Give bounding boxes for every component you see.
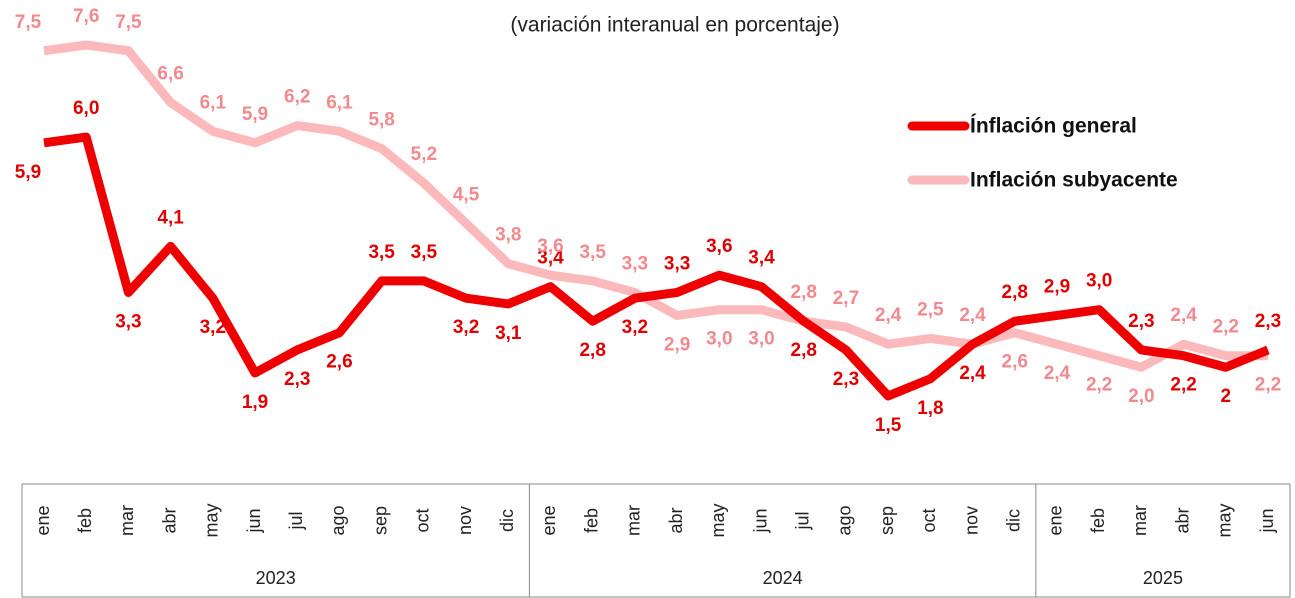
- data-label: 6,1: [200, 92, 227, 113]
- data-label: 2,7: [833, 288, 859, 309]
- data-label: 3,4: [748, 248, 775, 269]
- group-label: 2023: [256, 568, 296, 588]
- data-label: 6,6: [157, 64, 183, 85]
- data-label: 6,2: [284, 87, 310, 108]
- data-label: 2,2: [1255, 375, 1281, 396]
- data-label: 2,3: [1255, 311, 1281, 332]
- x-tick-label: ene: [33, 505, 53, 535]
- data-label: 3,0: [706, 329, 732, 350]
- x-tick-label: feb: [75, 508, 95, 533]
- data-label: 3,6: [706, 236, 732, 257]
- data-label: 3,2: [622, 317, 648, 338]
- data-label: 5,2: [411, 144, 437, 165]
- data-label: 3,4: [537, 248, 564, 269]
- data-label: 2,6: [1002, 352, 1028, 373]
- data-label: 3,0: [1086, 271, 1112, 292]
- data-label: 2,8: [791, 340, 817, 361]
- data-label: 2,9: [664, 334, 690, 355]
- data-label: 2,3: [833, 369, 859, 390]
- data-label: 3,0: [748, 329, 774, 350]
- x-tick-label: oct: [413, 508, 433, 532]
- x-tick-label: sep: [370, 506, 390, 535]
- x-tick-label: mar: [624, 505, 644, 536]
- x-tick-label: jun: [750, 508, 770, 533]
- data-label: 2,8: [1002, 282, 1028, 303]
- x-tick-label: nov: [455, 506, 475, 535]
- data-label: 3,5: [368, 242, 395, 263]
- data-label: 5,8: [368, 110, 394, 131]
- legend-label: Ínflación general: [970, 115, 1137, 138]
- x-tick-label: jul: [792, 511, 812, 530]
- data-label: 2,2: [1213, 317, 1239, 338]
- chart-subtitle: (variación interanual en porcentaje): [510, 14, 839, 37]
- data-label: 2,0: [1128, 386, 1154, 407]
- data-label: 7,6: [73, 6, 99, 27]
- group-label: 2024: [763, 568, 803, 588]
- data-label: 6,0: [73, 98, 99, 119]
- x-tick-label: jun: [1257, 508, 1277, 533]
- x-tick-label: ago: [835, 505, 855, 535]
- x-tick-label: oct: [919, 508, 939, 532]
- data-label: 1,9: [242, 392, 268, 413]
- data-label: 3,1: [495, 323, 522, 344]
- x-tick-label: may: [202, 503, 222, 537]
- x-tick-label: dic: [497, 509, 517, 532]
- data-label: 2,2: [1170, 375, 1196, 396]
- data-label: 1,5: [875, 415, 902, 436]
- x-tick-label: feb: [581, 508, 601, 533]
- data-label: 2,4: [875, 305, 902, 326]
- series-line: [43, 132, 1270, 401]
- data-label: 2,8: [791, 282, 817, 303]
- data-label: 3,5: [411, 242, 438, 263]
- data-label: 2,6: [326, 352, 352, 373]
- x-tick-label: ago: [328, 505, 348, 535]
- x-tick-label: feb: [1088, 508, 1108, 533]
- x-tick-label: sep: [877, 506, 897, 535]
- data-label: 2,4: [1044, 363, 1071, 384]
- data-label: 2,3: [1128, 311, 1154, 332]
- x-tick-label: ene: [1046, 505, 1066, 535]
- data-label: 3,2: [200, 317, 226, 338]
- data-label: 2: [1221, 386, 1232, 407]
- data-label: 2,4: [959, 363, 986, 384]
- data-label: 3,3: [622, 253, 648, 274]
- x-tick-label: abr: [1172, 507, 1192, 533]
- group-label: 2025: [1143, 568, 1183, 588]
- x-tick-label: may: [708, 503, 728, 537]
- x-tick-label: may: [1215, 503, 1235, 537]
- data-label: 5,9: [15, 162, 41, 183]
- x-tick-label: abr: [666, 507, 686, 533]
- x-tick-label: jul: [286, 511, 306, 530]
- x-tick-label: mar: [1130, 505, 1150, 536]
- data-label: 2,4: [1170, 305, 1197, 326]
- data-label: 4,5: [453, 184, 480, 205]
- data-label: 6,1: [326, 92, 353, 113]
- data-label: 5,9: [242, 104, 268, 125]
- x-tick-label: dic: [1004, 509, 1024, 532]
- data-label: 3,5: [579, 242, 606, 263]
- data-label: 2,5: [917, 299, 944, 320]
- data-label: 3,3: [115, 311, 141, 332]
- x-tick-label: jun: [244, 508, 264, 533]
- data-label: 3,8: [495, 225, 521, 246]
- series-line: [43, 40, 1268, 372]
- data-label: 2,8: [579, 340, 605, 361]
- x-tick-label: abr: [159, 507, 179, 533]
- data-label: 3,2: [453, 317, 479, 338]
- data-label: 7,5: [15, 12, 42, 33]
- data-label: 2,9: [1044, 276, 1070, 297]
- data-label: 7,5: [115, 12, 142, 33]
- x-tick-label: ene: [539, 505, 559, 535]
- data-label: 2,2: [1086, 375, 1112, 396]
- data-label: 1,8: [917, 398, 943, 419]
- x-tick-label: mar: [117, 505, 137, 536]
- data-label: 3,3: [664, 253, 690, 274]
- data-label: 2,3: [284, 369, 310, 390]
- data-label: 3,6: [537, 236, 563, 257]
- x-tick-label: nov: [961, 506, 981, 535]
- data-label: 4,1: [157, 207, 184, 228]
- legend-label: Inflación subyacente: [970, 169, 1178, 192]
- data-label: 2,4: [959, 305, 986, 326]
